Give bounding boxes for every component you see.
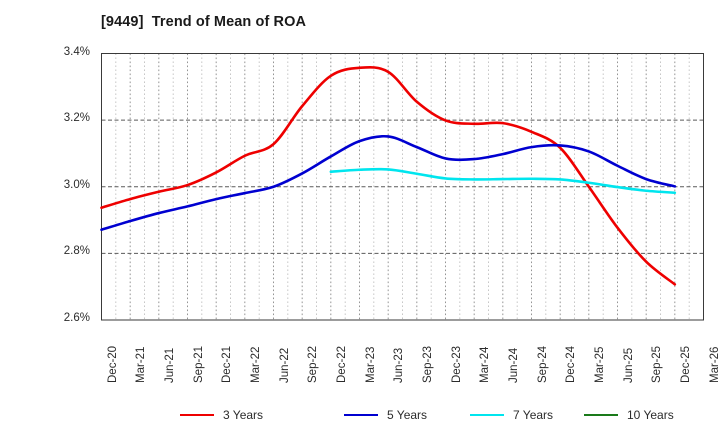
x-axis-tick-label: Sep-22 [307,345,320,383]
y-axis-tick-label: 3.0% [63,178,90,191]
x-axis-tick-label: Sep-25 [651,345,664,383]
x-axis-tick-label: Sep-21 [192,345,205,383]
x-axis-tick-label: Jun-23 [393,347,406,383]
series-line [329,167,677,195]
x-axis-tick-label: Dec-24 [565,345,578,383]
legend-item[interactable]: 3 Years [180,404,263,426]
x-axis-tick-label: Mar-24 [479,346,492,383]
legend-color-swatch [584,414,618,416]
x-axis-tick-label: Mar-26 [708,346,720,383]
x-axis-tick-label: Jun-24 [507,347,520,383]
legend-color-swatch [344,414,378,416]
x-axis-tick-label: Mar-22 [249,346,262,383]
y-axis-tick-label: 3.2% [63,112,90,125]
legend-item[interactable]: 5 Years [344,404,427,426]
legend-item[interactable]: 7 Years [470,404,553,426]
x-axis-tick-label: Dec-23 [450,345,463,383]
chart-legend: 3 Years 5 Years 7 Years 10 Years [0,404,720,432]
x-axis-tick-label: Jun-25 [622,347,635,383]
series-line [100,66,677,286]
plot-frame [101,53,704,321]
x-axis-tick-label: Mar-21 [135,346,148,383]
x-axis-tick-label: Dec-22 [335,345,348,383]
y-axis-tick-label: 2.6% [63,312,90,324]
x-axis-tick-label: Mar-23 [364,346,377,383]
x-axis-tick-label: Sep-23 [421,345,434,383]
x-axis-tick-label: Jun-22 [278,347,291,383]
legend-color-swatch [470,414,504,416]
y-axis-tick-label: 3.4% [63,45,90,58]
legend-item-label: 7 Years [513,408,554,422]
x-axis-tick-label: Dec-21 [221,345,234,383]
x-axis-tick-label: Dec-20 [106,345,119,383]
series-line [100,134,677,232]
series-lines [100,66,677,286]
x-axis-tick-label: Jun-21 [163,347,176,383]
x-axis-tick-label: Dec-25 [679,345,692,383]
x-axis-tick-label: Mar-25 [593,346,606,383]
x-axis-tick-label: Sep-24 [536,345,549,383]
legend-item[interactable]: 10 Years [584,404,674,426]
legend-item-label: 5 Years [387,408,428,422]
chart-title: [9449] Trend of Mean of ROA [101,14,307,30]
legend-item-label: 10 Years [627,408,674,422]
legend-item-label: 3 Years [223,408,264,422]
y-axis-tick-label: 2.8% [63,245,90,258]
legend-color-swatch [180,414,214,416]
